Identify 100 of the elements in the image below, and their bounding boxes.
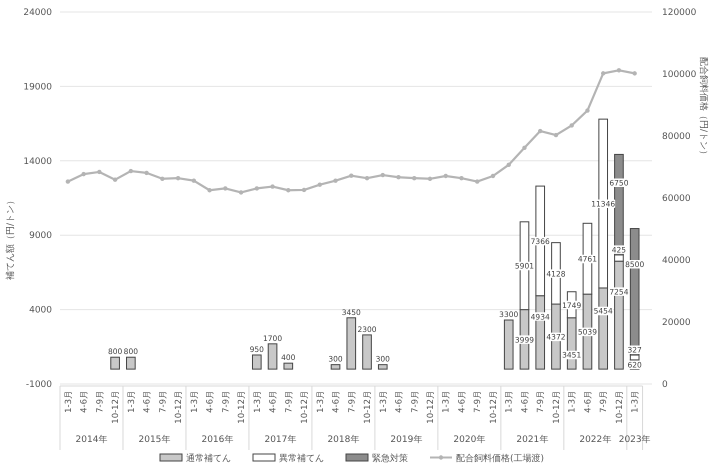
x-tick-label: 7-9月 — [473, 390, 484, 413]
x-tick-label: 10-12月 — [300, 390, 310, 424]
x-tick-label: 1-3月 — [630, 390, 641, 413]
text: 2022年 — [579, 434, 612, 445]
bar — [126, 356, 136, 370]
y2-tick-label: 20000 — [662, 318, 691, 328]
legend-label: 通常補てん — [186, 453, 231, 464]
text: 2017年 — [264, 434, 296, 445]
point — [223, 186, 228, 191]
x-tick-label: 4-6月 — [142, 390, 153, 413]
point — [333, 178, 338, 183]
x-tick-label: 7-9月 — [95, 390, 106, 413]
text: 2018年 — [327, 434, 360, 445]
point — [192, 178, 196, 183]
x-tick-label: 1-3月 — [316, 390, 326, 413]
y2-tick-label: 40000 — [662, 256, 691, 266]
point — [475, 179, 480, 184]
x-tick-label: 1-3月 — [504, 390, 515, 413]
bar — [362, 334, 372, 370]
bar — [252, 354, 262, 370]
y-tick-label: 14000 — [23, 156, 52, 167]
x-tick-label: 4-6月 — [394, 390, 405, 413]
point — [238, 190, 244, 195]
bar — [346, 317, 356, 370]
point — [632, 71, 637, 76]
bar — [110, 356, 120, 370]
legend-label: 緊急対策 — [372, 453, 408, 464]
point — [428, 176, 432, 181]
y2-axis-title: 配合飼料価格（円/トン） — [698, 56, 709, 160]
x-tick-label: 4-6月 — [332, 390, 342, 413]
x-tick-label: 4-6月 — [583, 390, 594, 413]
x-tick-label: 10-12月 — [111, 390, 122, 424]
y2-tick-label: 80000 — [662, 132, 691, 142]
y2-tick-label: 0 — [662, 380, 668, 390]
x-tick-label: 4-6月 — [268, 390, 279, 413]
text: 2020年 — [453, 434, 486, 445]
point — [522, 146, 527, 150]
point — [66, 179, 70, 184]
point — [444, 174, 448, 178]
point — [600, 71, 606, 76]
y2-tick-label: 60000 — [662, 194, 691, 204]
y-tick-label: 9000 — [29, 231, 52, 242]
y-tick-label: 24000 — [23, 8, 52, 18]
x-tick-label: 10-12月 — [426, 390, 436, 424]
point — [302, 188, 306, 192]
point — [81, 172, 86, 176]
x-tick-label: 4-6月 — [520, 390, 530, 413]
point — [538, 128, 542, 134]
text: 2023年 — [618, 434, 651, 445]
x-tick-label: 4-6月 — [80, 390, 90, 413]
x-tick-label: 4-6月 — [206, 390, 216, 413]
bar — [268, 343, 278, 370]
point — [97, 170, 102, 174]
x-tick-label: 10-12月 — [363, 390, 374, 424]
x-tick-label: 7-9月 — [410, 390, 420, 413]
point — [506, 162, 511, 168]
text: 2014年 — [76, 434, 108, 445]
x-tick-label: 4-6月 — [457, 390, 468, 413]
text: 2015年 — [138, 434, 170, 445]
point — [176, 176, 180, 180]
x-tick-label: 10-12月 — [488, 390, 499, 424]
x-tick-label: 1-3月 — [378, 390, 389, 413]
legend-label: 配合飼料価格(工場渡) — [456, 453, 544, 464]
point — [128, 168, 134, 174]
point — [380, 172, 385, 178]
point — [364, 176, 370, 180]
x-tick-label: 1-3月 — [64, 390, 74, 413]
point — [585, 108, 590, 113]
x-tick-label: 10-12月 — [614, 390, 625, 424]
text: 2021年 — [516, 434, 548, 445]
point — [349, 173, 354, 178]
point — [160, 176, 165, 181]
point — [318, 182, 322, 187]
bar — [504, 320, 514, 370]
point — [396, 175, 401, 180]
point — [112, 178, 118, 182]
point — [412, 176, 416, 180]
x-tick-label: 1-3月 — [442, 390, 452, 413]
y-tick-label: 19000 — [23, 82, 52, 92]
point — [270, 184, 275, 189]
point — [570, 123, 574, 128]
point — [207, 188, 212, 192]
x-tick-label: 1-3月 — [568, 390, 578, 413]
y-tick-label: -1000 — [26, 380, 52, 390]
point — [459, 176, 464, 180]
y2-tick-label: 100000 — [662, 70, 697, 80]
point — [490, 174, 496, 178]
legend-label: 異常補てん — [279, 453, 324, 464]
point — [144, 170, 149, 176]
text: 2019年 — [390, 434, 422, 445]
y2-tick-label: 120000 — [662, 8, 697, 18]
x-tick-label: 1-3月 — [252, 390, 263, 413]
x-tick-label: 10-12月 — [552, 390, 562, 424]
x-tick-label: 7-9月 — [284, 390, 294, 413]
x-tick-label: 1-3月 — [126, 390, 137, 413]
bar — [330, 364, 340, 370]
text: 2016年 — [201, 434, 234, 445]
point — [616, 68, 622, 72]
x-tick-label: 7-9月 — [536, 390, 546, 413]
x-tick-label: 7-9月 — [599, 390, 610, 413]
